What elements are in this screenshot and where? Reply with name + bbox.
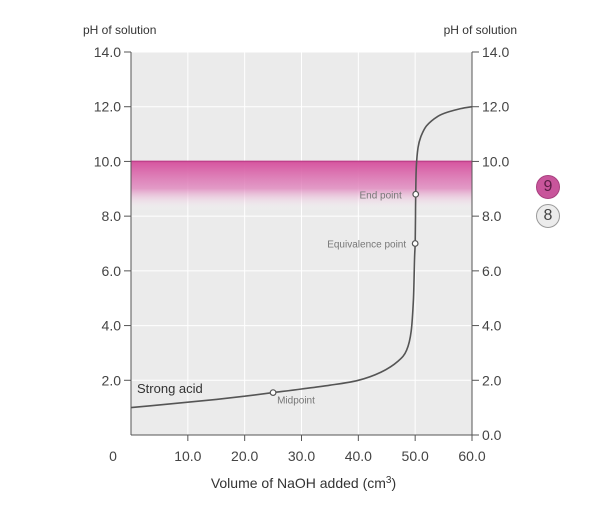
page-button-label: 9 [543, 178, 553, 195]
x-tick-label: 30.0 [288, 448, 315, 464]
annotation-marker [411, 240, 419, 247]
x-tick-label: 60.0 [458, 448, 485, 464]
y-axis-title-left: pH of solution [83, 23, 156, 37]
x-tick-label: 50.0 [402, 448, 429, 464]
y-right-tick-label: 6.0 [482, 263, 502, 279]
y-right-tick-label: 14.0 [482, 44, 509, 60]
indicator-range-band [131, 161, 472, 211]
y-left-tick-label: 2.0 [102, 372, 122, 388]
x-axis-title: Volume of NaOH added (cm3) [211, 475, 396, 492]
annotation-label: End point [359, 190, 401, 201]
x-axis-title-close: ) [391, 475, 396, 491]
y-right-tick-label: 12.0 [482, 99, 509, 115]
y-right-tick-label: 0.0 [482, 427, 502, 443]
y-axis-title-right: pH of solution [444, 23, 517, 37]
annotation-markers: End point Equivalence point Midpoint [269, 190, 420, 407]
series-label-strong-acid: Strong acid [137, 381, 203, 396]
x-axis-title-superscript: 3 [386, 475, 392, 486]
y-left-tick-label: 10.0 [94, 153, 121, 169]
y-left-tick-label: 12.0 [94, 99, 121, 115]
annotation-marker [269, 389, 277, 396]
y-left-tick-label: 8.0 [102, 208, 122, 224]
y-right-tick-label: 10.0 [482, 153, 509, 169]
page-button-label: 8 [543, 207, 553, 224]
annotation-marker [412, 190, 420, 198]
page-button-9[interactable]: 9 [536, 175, 560, 199]
y-right-tick-label: 2.0 [482, 372, 502, 388]
x-tick-label: 40.0 [345, 448, 372, 464]
annotation-label: Equivalence point [327, 240, 406, 251]
x-tick-label: 10.0 [174, 448, 201, 464]
y-left-tick-label: 6.0 [102, 263, 122, 279]
y-left-tick-label: 14.0 [94, 44, 121, 60]
x-origin-label: 0 [109, 448, 117, 464]
strong-acid-curve [130, 105, 473, 409]
x-axis-title-main: Volume of NaOH added (cm [211, 475, 386, 491]
annotation-label: Midpoint [277, 396, 315, 407]
y-right-tick-label: 8.0 [482, 208, 502, 224]
page-button-8[interactable]: 8 [536, 204, 560, 228]
x-tick-label: 20.0 [231, 448, 258, 464]
axis-ticks: 2.0 4.0 6.0 8.0 10.0 12.0 14.0 0.0 2.0 4.0 6.0 8.0 1… [94, 44, 510, 464]
y-left-tick-label: 4.0 [102, 318, 122, 334]
y-right-tick-label: 4.0 [482, 318, 502, 334]
